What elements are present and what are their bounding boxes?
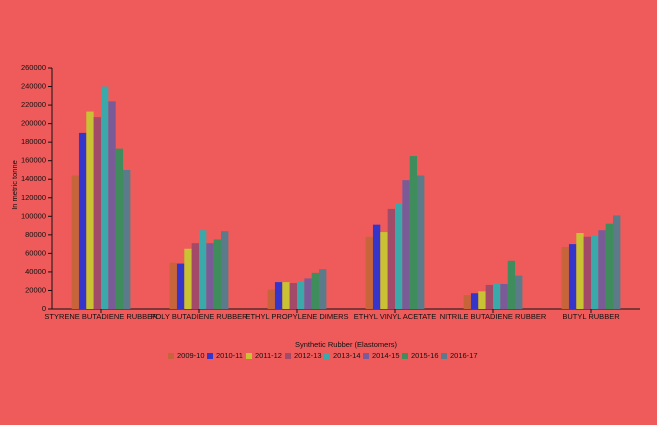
bar bbox=[71, 175, 79, 309]
bar bbox=[78, 132, 87, 309]
bar bbox=[123, 169, 131, 309]
legend-swatch bbox=[285, 353, 291, 359]
legend-label: 2016-17 bbox=[450, 351, 478, 360]
x-tick-label: NITRILE BUTADIENE RUBBER bbox=[440, 312, 547, 321]
y-tick-label: 0 bbox=[42, 304, 46, 313]
legend-label: 2012-13 bbox=[294, 351, 322, 360]
bar bbox=[267, 289, 275, 309]
y-tick-label: 220000 bbox=[21, 100, 46, 109]
bar bbox=[101, 86, 109, 310]
legend-label: 2010-11 bbox=[216, 351, 243, 360]
y-tick-label: 180000 bbox=[21, 137, 46, 146]
bar bbox=[417, 175, 425, 309]
bar bbox=[583, 236, 591, 309]
legend-swatch bbox=[246, 353, 252, 359]
y-tick-label: 140000 bbox=[21, 174, 46, 183]
bar bbox=[319, 269, 327, 309]
y-tick-label: 100000 bbox=[21, 211, 46, 220]
bar bbox=[605, 223, 614, 309]
bar bbox=[184, 248, 192, 309]
x-tick-label: BUTYL RUBBER bbox=[562, 312, 620, 321]
bar bbox=[613, 215, 621, 309]
bar bbox=[402, 180, 410, 309]
y-tick-label: 260000 bbox=[21, 63, 46, 72]
bar bbox=[493, 283, 501, 309]
legend-label: 2011-12 bbox=[255, 351, 282, 360]
bar bbox=[297, 281, 305, 309]
x-tick-label: STYRENE BUTADIENE RUBBER bbox=[44, 312, 158, 321]
legend-swatch bbox=[207, 353, 213, 359]
bar bbox=[191, 243, 199, 309]
bar bbox=[199, 230, 207, 309]
bar bbox=[93, 117, 101, 309]
bar bbox=[591, 235, 599, 309]
bar bbox=[561, 246, 569, 309]
legend-swatch bbox=[324, 353, 330, 359]
legend-swatch bbox=[363, 353, 369, 359]
legend-swatch bbox=[441, 353, 447, 359]
x-axis-label: Synthetic Rubber (Elastomers) bbox=[295, 340, 398, 349]
bar bbox=[86, 111, 94, 309]
bar bbox=[169, 262, 177, 309]
bar bbox=[206, 243, 214, 309]
bar bbox=[372, 224, 381, 309]
bar bbox=[515, 275, 523, 309]
bar bbox=[387, 208, 395, 309]
y-tick-label: 20000 bbox=[25, 285, 46, 294]
bar bbox=[365, 236, 373, 309]
y-tick-label: 60000 bbox=[25, 248, 46, 257]
y-axis-label: In metric tonne bbox=[10, 160, 19, 210]
bar bbox=[598, 230, 606, 309]
bar bbox=[311, 272, 320, 309]
bar bbox=[108, 101, 116, 309]
bar bbox=[289, 283, 297, 309]
legend-swatch bbox=[402, 353, 408, 359]
bar bbox=[507, 260, 516, 309]
bar bbox=[568, 244, 577, 309]
bar bbox=[395, 203, 403, 309]
y-tick-label: 240000 bbox=[21, 82, 46, 91]
bar bbox=[409, 156, 418, 309]
bar bbox=[380, 232, 388, 309]
legend-swatch bbox=[168, 353, 174, 359]
bar bbox=[463, 295, 471, 309]
y-tick-label: 160000 bbox=[21, 156, 46, 165]
bar bbox=[274, 282, 283, 309]
y-tick-label: 80000 bbox=[25, 230, 46, 239]
bar bbox=[213, 239, 222, 309]
x-tick-label: POLY BUTADIENE RUBBER bbox=[150, 312, 248, 321]
legend-label: 2014-15 bbox=[372, 351, 400, 360]
bar bbox=[576, 232, 584, 309]
legend-label: 2015-16 bbox=[411, 351, 439, 360]
y-tick-label: 40000 bbox=[25, 267, 46, 276]
bar bbox=[282, 282, 290, 309]
bar bbox=[470, 293, 479, 309]
bar bbox=[221, 231, 229, 309]
bar bbox=[485, 284, 493, 309]
bar bbox=[304, 278, 312, 309]
y-tick-label: 200000 bbox=[21, 119, 46, 128]
x-tick-label: ETHYL VINYL ACETATE bbox=[354, 312, 437, 321]
y-tick-label: 120000 bbox=[21, 193, 46, 202]
bar bbox=[478, 291, 486, 309]
bar bbox=[176, 263, 185, 309]
legend-label: 2009-10 bbox=[177, 351, 205, 360]
x-tick-label: ETHYL PROPYLENE DIMERS bbox=[245, 312, 348, 321]
bar bbox=[115, 148, 124, 309]
bar bbox=[500, 283, 508, 309]
legend-label: 2013-14 bbox=[333, 351, 361, 360]
